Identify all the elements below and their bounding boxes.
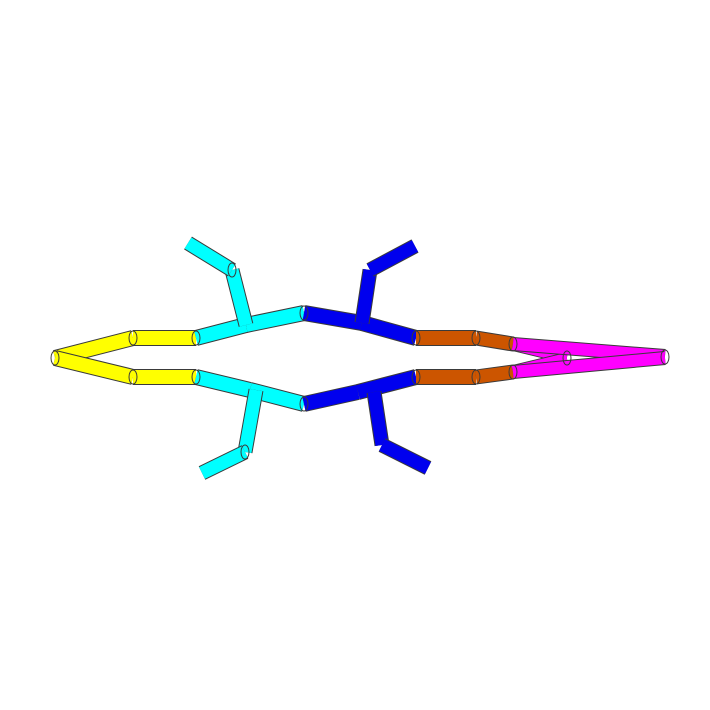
blue-bond	[367, 391, 389, 446]
blue-bond	[379, 439, 431, 474]
bond-joint	[191, 330, 201, 346]
bond-joint	[240, 444, 250, 460]
cyan-bond	[199, 446, 248, 479]
blue-bond	[366, 240, 419, 276]
bond-joint	[411, 369, 421, 385]
blue-bond	[302, 306, 364, 330]
bond-joint	[562, 350, 572, 366]
magenta-bond	[512, 352, 666, 378]
cyan-bond	[225, 268, 253, 327]
bond-joint	[411, 330, 421, 346]
bond-joint	[50, 350, 60, 366]
bond-joint	[471, 330, 481, 346]
bond-joint	[299, 396, 309, 412]
bond-joint	[471, 369, 481, 385]
bond-joint	[508, 336, 518, 352]
orange-bond	[475, 365, 514, 384]
bond-joint	[191, 369, 201, 385]
orange-bond	[474, 331, 515, 351]
blue-bond	[302, 385, 360, 411]
cyan-bond	[194, 318, 248, 345]
blue-bond	[355, 269, 377, 324]
bond-joint	[227, 262, 237, 278]
bond-joint	[128, 330, 138, 346]
blue-bond	[360, 316, 418, 345]
blue-bond	[356, 370, 418, 399]
cyan-bond	[184, 237, 236, 276]
bond-joint	[299, 305, 309, 321]
cyan-bond	[238, 388, 263, 454]
bond-joint	[508, 364, 518, 380]
cyan-bond	[194, 370, 252, 397]
cyan-bond	[244, 306, 306, 332]
bond-joint	[660, 349, 670, 365]
yellow-bond	[53, 351, 135, 384]
bond-joint	[128, 369, 138, 385]
